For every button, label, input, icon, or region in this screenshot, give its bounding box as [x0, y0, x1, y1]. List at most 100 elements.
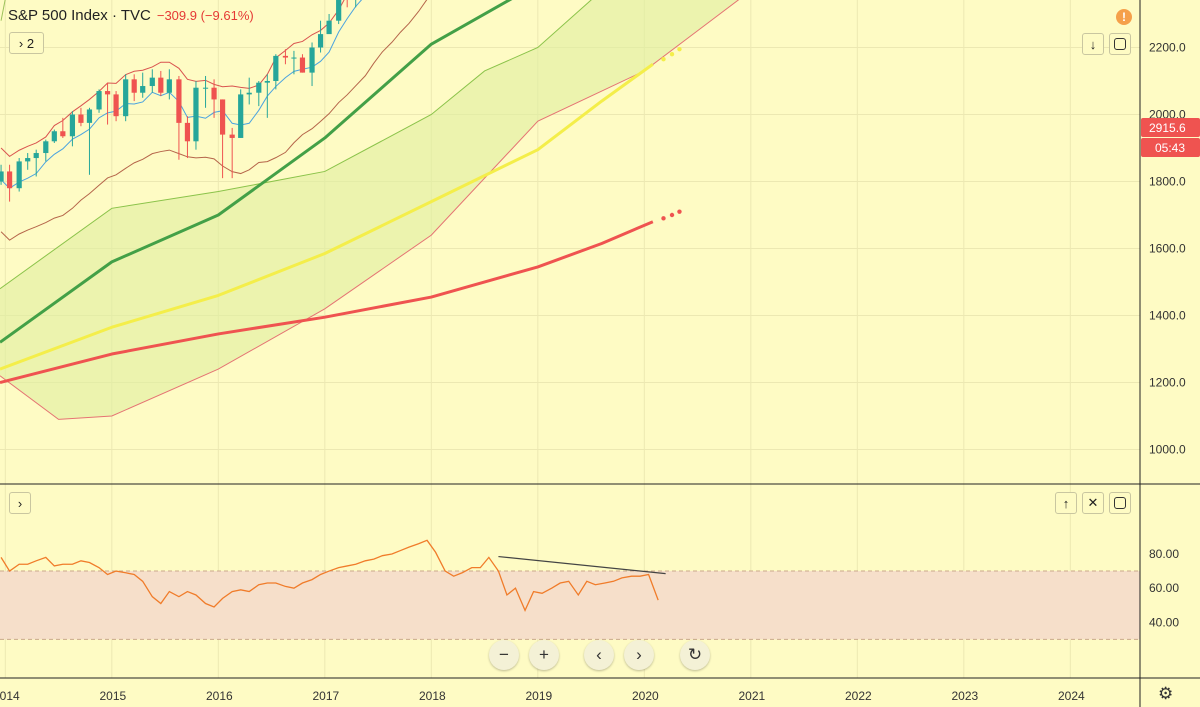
move-up-button[interactable]: ↑ — [1055, 492, 1077, 514]
close-icon: ✕ — [1087, 495, 1099, 510]
ma_red-projection-dot — [669, 212, 675, 218]
candle-body — [273, 55, 279, 81]
alert-icon[interactable]: ! — [1116, 9, 1132, 25]
lower-band — [0, 0, 428, 241]
ma_yellow-projection-dot — [669, 52, 675, 57]
year-tick-label: 2021 — [738, 689, 765, 703]
arrow-up-icon: ↑ — [1062, 495, 1070, 511]
remove-pane-button[interactable]: ✕ — [1082, 492, 1104, 514]
chevron-left-icon: ‹ — [596, 645, 602, 664]
settings-button[interactable]: ⚙ — [1158, 684, 1173, 704]
oscillator-tick-label: 40.00 — [1149, 615, 1179, 629]
zoom-out-button[interactable]: − — [489, 640, 519, 670]
move-down-button[interactable]: ↓ — [1082, 33, 1104, 55]
collapse-indicators-button[interactable]: › 2 — [9, 32, 44, 54]
candle-body — [140, 86, 146, 93]
cloud-lower-edge — [0, 0, 740, 420]
y-tick-labels: 1000.01200.01400.01600.01800.02000.02200… — [1149, 41, 1186, 630]
ma_green-line — [0, 0, 513, 344]
maximize-icon — [1114, 497, 1126, 509]
oscillator-line — [0, 539, 666, 612]
candle-body — [193, 87, 199, 142]
oscillator-tick-label: 80.00 — [1149, 547, 1179, 561]
candle-body — [86, 109, 93, 123]
reset-chart-button[interactable]: ↻ — [680, 640, 710, 670]
minus-icon: − — [499, 645, 509, 664]
reset-icon: ↻ — [687, 645, 703, 664]
year-tick-label: 2019 — [525, 689, 552, 703]
ma_yellow-projection-dot — [661, 57, 666, 62]
zoom-in-button[interactable]: + — [529, 640, 559, 670]
year-tick-label: 2022 — [845, 689, 872, 703]
last-price-value: 2915.6 — [1149, 121, 1186, 135]
price-badges: 2915.6 05:43 — [1141, 118, 1200, 157]
cloud — [0, 0, 740, 420]
candle-body — [33, 153, 39, 159]
candle-body — [158, 77, 164, 93]
candle-body — [229, 134, 235, 138]
candle-body — [60, 131, 66, 137]
symbol-title: S&P 500 Index · TVC — [8, 7, 151, 24]
year-tick-label: 2024 — [1058, 689, 1085, 703]
moving-averages — [0, 0, 682, 384]
ma_red-projection-dot — [661, 216, 666, 221]
maximize-pane-button[interactable] — [1109, 33, 1131, 55]
x-tick-labels: 2014 2015 2016 2017 2018 2019 2020 2021 2022 2023… — [0, 689, 1085, 703]
ma_yellow-line — [0, 63, 654, 371]
symbol-header: S&P 500 Index · TVC −309.9 (−9.61%) — [8, 7, 254, 24]
year-tick-label: 2018 — [419, 689, 446, 703]
candle-body — [291, 57, 297, 59]
candle-body — [6, 171, 13, 189]
cloud-fill — [0, 0, 739, 420]
candle-body — [123, 79, 129, 117]
candle-body — [299, 57, 306, 73]
gear-icon: ⚙ — [1158, 684, 1174, 703]
plus-icon: + — [539, 645, 549, 664]
year-tick-label: 2020 — [632, 689, 659, 703]
year-tick-label: 2017 — [312, 689, 339, 703]
candle-body — [51, 131, 57, 142]
maximize-icon — [1114, 38, 1126, 50]
candle-body — [16, 161, 22, 189]
candle-body — [113, 94, 119, 117]
candle-body — [202, 87, 209, 89]
year-tick-label: 2023 — [951, 689, 978, 703]
candle-body — [43, 141, 49, 154]
candle-body — [219, 99, 226, 135]
oscillator-band — [0, 570, 1140, 640]
candle-body — [25, 158, 31, 162]
candle-body — [104, 91, 111, 95]
candle-body — [0, 171, 4, 182]
candle-body — [96, 91, 102, 110]
year-tick-label: 2015 — [99, 689, 126, 703]
price-tick-label: 1600.0 — [1149, 242, 1186, 256]
countdown-value: 05:43 — [1155, 141, 1185, 155]
collapse-oscillator-button[interactable]: › — [9, 492, 31, 514]
maximize-oscillator-button[interactable] — [1109, 492, 1131, 514]
candle-body — [69, 114, 76, 137]
price-tick-label: 2200.0 — [1149, 41, 1186, 55]
oscillator-series — [0, 539, 659, 612]
ma_red-projection-dot — [677, 209, 682, 214]
price-tick-label: 1000.0 — [1149, 443, 1186, 457]
price-tick-label: 1400.0 — [1149, 309, 1186, 323]
main-grid — [0, 0, 1140, 678]
candle-body — [282, 55, 289, 58]
candles — [0, 0, 357, 202]
candle-body — [149, 77, 155, 87]
price-change: −309.9 (−9.61%) — [156, 8, 254, 23]
last-price-badge — [1141, 118, 1200, 137]
scroll-left-button[interactable]: ‹ — [584, 640, 614, 670]
scroll-right-button[interactable]: › — [624, 640, 654, 670]
oscillator-band-fill — [0, 571, 1140, 640]
fast-ma — [0, 0, 363, 189]
ma_red-line — [0, 220, 654, 384]
candle-body — [166, 79, 172, 93]
candle-body — [184, 122, 191, 142]
candle-body — [326, 20, 332, 35]
candle-body — [176, 79, 182, 123]
candle-body — [78, 114, 84, 123]
candle-body — [246, 92, 252, 95]
